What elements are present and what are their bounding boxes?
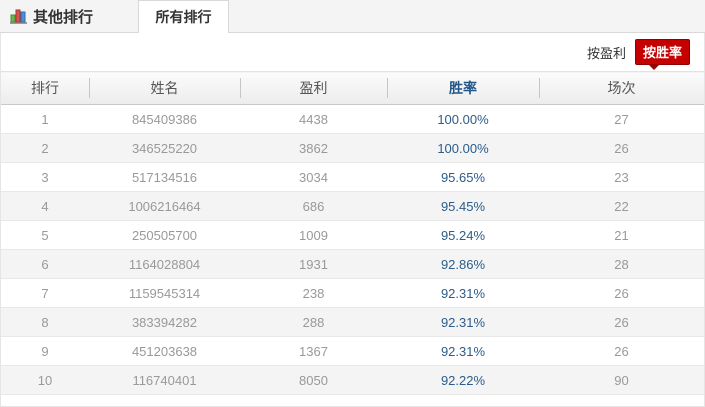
matches-cell: 26 xyxy=(539,133,704,163)
matches-cell: 26 xyxy=(539,278,704,308)
profit-cell: 1367 xyxy=(240,336,387,366)
other-rankings-label: 其他排行 xyxy=(33,8,94,26)
bar-chart-icon xyxy=(10,8,27,24)
winrate-cell: 92.31% xyxy=(387,336,539,366)
matches-cell: 26 xyxy=(539,307,704,337)
sort-by-profit-button[interactable]: 按盈利 xyxy=(586,45,626,61)
rank-cell: 5 xyxy=(1,220,89,250)
name-cell: 116740401 xyxy=(89,365,240,395)
table-row: 1 845409386 4438 100.00% 27 xyxy=(1,104,704,134)
rankings-table: 排行 姓名 盈利 胜率 场次 1 845409386 4438 100.00% … xyxy=(1,71,704,395)
table-row: 5 250505700 1009 95.24% 21 xyxy=(1,220,704,250)
name-cell: 250505700 xyxy=(89,220,240,250)
profit-cell: 1009 xyxy=(240,220,387,250)
winrate-selected-pointer-icon xyxy=(648,65,659,70)
winrate-cell: 92.22% xyxy=(387,365,539,395)
rank-cell: 9 xyxy=(1,336,89,366)
rank-cell: 3 xyxy=(1,162,89,192)
profit-cell: 8050 xyxy=(240,365,387,395)
rank-cell: 1 xyxy=(1,104,89,134)
sort-controls: 按盈利 按胜率 xyxy=(1,33,704,71)
name-cell: 517134516 xyxy=(89,162,240,192)
winrate-cell: 100.00% xyxy=(387,133,539,163)
rankings-content: 按盈利 按胜率 排行 姓名 盈利 胜率 场次 1 845409386 xyxy=(0,33,705,407)
profit-cell: 686 xyxy=(240,191,387,221)
table-row: 10 116740401 8050 92.22% 90 xyxy=(1,365,704,395)
column-header-winrate: 胜率 xyxy=(387,71,539,105)
profit-cell: 3034 xyxy=(240,162,387,192)
table-row: 2 346525220 3862 100.00% 26 xyxy=(1,133,704,163)
matches-cell: 23 xyxy=(539,162,704,192)
matches-cell: 90 xyxy=(539,365,704,395)
matches-cell: 28 xyxy=(539,249,704,279)
rank-cell: 6 xyxy=(1,249,89,279)
rank-cell: 10 xyxy=(1,365,89,395)
winrate-cell: 95.65% xyxy=(387,162,539,192)
winrate-cell: 92.31% xyxy=(387,278,539,308)
sort-by-winrate-wrap: 按胜率 xyxy=(634,39,690,70)
name-cell: 1159545314 xyxy=(89,278,240,308)
column-header-rank: 排行 xyxy=(1,71,89,105)
winrate-cell: 95.24% xyxy=(387,220,539,250)
tab-all-rankings-label: 所有排行 xyxy=(155,9,212,25)
rankings-table-body: 1 845409386 4438 100.00% 27 2 346525220 … xyxy=(1,104,704,395)
matches-cell: 27 xyxy=(539,104,704,134)
rank-cell: 2 xyxy=(1,133,89,163)
sort-by-winrate-button[interactable]: 按胜率 xyxy=(634,39,690,65)
name-cell: 1006216464 xyxy=(89,191,240,221)
name-cell: 1164028804 xyxy=(89,249,240,279)
winrate-cell: 92.86% xyxy=(387,249,539,279)
name-cell: 845409386 xyxy=(89,104,240,134)
matches-cell: 22 xyxy=(539,191,704,221)
table-row: 8 383394282 288 92.31% 26 xyxy=(1,307,704,337)
matches-cell: 26 xyxy=(539,336,704,366)
column-header-name: 姓名 xyxy=(89,71,240,105)
rank-cell: 7 xyxy=(1,278,89,308)
rank-cell: 4 xyxy=(1,191,89,221)
tab-all-rankings[interactable]: 所有排行 xyxy=(138,0,230,33)
name-cell: 383394282 xyxy=(89,307,240,337)
name-cell: 451203638 xyxy=(89,336,240,366)
tab-strip: 其他排行 所有排行 xyxy=(0,0,705,33)
table-header-row: 排行 姓名 盈利 胜率 场次 xyxy=(1,71,704,105)
winrate-cell: 92.31% xyxy=(387,307,539,337)
profit-cell: 238 xyxy=(240,278,387,308)
winrate-cell: 95.45% xyxy=(387,191,539,221)
other-rankings-header: 其他排行 xyxy=(0,0,105,32)
profit-cell: 1931 xyxy=(240,249,387,279)
table-row: 4 1006216464 686 95.45% 22 xyxy=(1,191,704,221)
matches-cell: 21 xyxy=(539,220,704,250)
winrate-cell: 100.00% xyxy=(387,104,539,134)
column-header-matches: 场次 xyxy=(539,71,704,105)
name-cell: 346525220 xyxy=(89,133,240,163)
table-row: 3 517134516 3034 95.65% 23 xyxy=(1,162,704,192)
profit-cell: 4438 xyxy=(240,104,387,134)
table-row: 9 451203638 1367 92.31% 26 xyxy=(1,336,704,366)
profit-cell: 288 xyxy=(240,307,387,337)
column-header-profit: 盈利 xyxy=(240,71,387,105)
table-row: 6 1164028804 1931 92.86% 28 xyxy=(1,249,704,279)
profit-cell: 3862 xyxy=(240,133,387,163)
table-row: 7 1159545314 238 92.31% 26 xyxy=(1,278,704,308)
rank-cell: 8 xyxy=(1,307,89,337)
